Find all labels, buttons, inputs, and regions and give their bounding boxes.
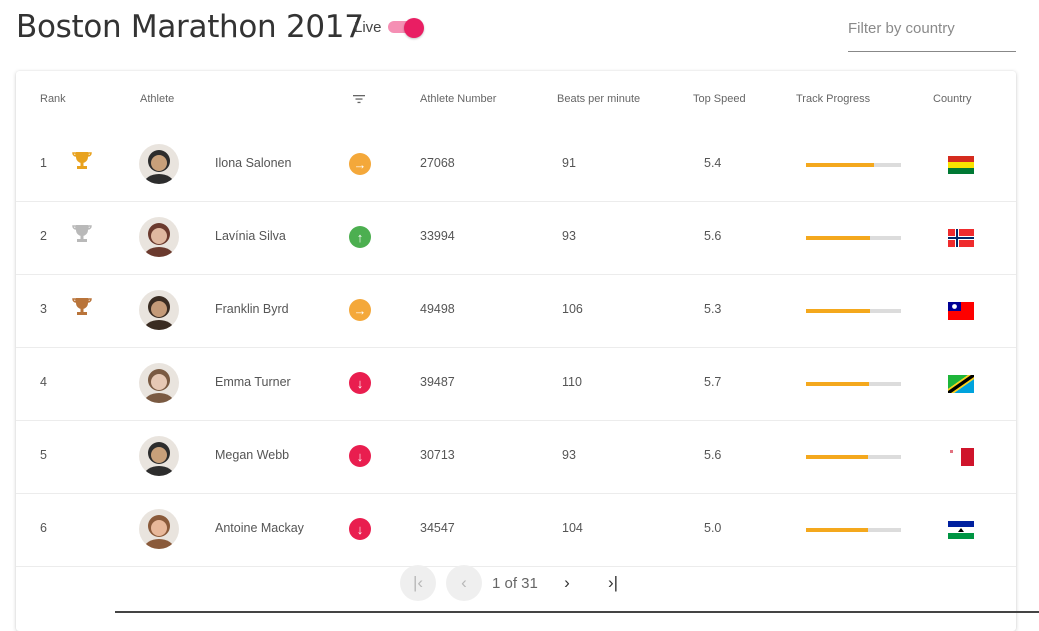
country-flag [948,229,974,247]
track-progress-bar [806,236,901,240]
arrow-down-icon: ↓ [349,445,371,467]
track-progress-bar [806,528,901,532]
bpm-value: 93 [562,229,576,243]
country-flag [948,375,974,393]
top-speed-value: 5.6 [704,229,722,243]
table-row[interactable]: 4 Emma Turner ↓ 39487 110 5.7 [16,347,1016,421]
last-page-button[interactable]: ›| [595,565,631,601]
page-info: 1 of 31 [492,575,538,592]
athlete-name: Emma Turner [215,375,291,389]
prev-page-button[interactable]: ‹ [446,565,482,601]
athlete-name: Franklin Byrd [215,302,289,316]
country-flag [948,448,974,466]
first-page-icon: |‹ [412,573,424,592]
track-progress-bar [806,382,901,386]
col-header-top-speed[interactable]: Top Speed [693,93,746,105]
athlete-name: Lavínia Silva [215,229,286,243]
gold-trophy-icon [72,150,92,172]
athlete-name: Megan Webb [215,448,290,462]
athlete-number: 39487 [420,375,455,389]
table-row[interactable]: 1 Ilona Salonen → 27068 91 5.4 [16,128,1016,202]
athlete-name: Ilona Salonen [215,156,292,170]
athlete-number: 34547 [420,521,455,535]
athlete-name: Antoine Mackay [215,521,304,535]
rank-value: 4 [40,375,47,389]
avatar [139,217,179,257]
athlete-number: 27068 [420,156,455,170]
arrow-right-icon: → [349,153,371,175]
country-filter [848,8,1016,52]
arrow-down-icon: ↓ [349,372,371,394]
bpm-value: 110 [562,375,582,389]
top-speed-value: 5.0 [704,521,722,535]
col-header-track-progress[interactable]: Track Progress [796,93,871,105]
top-speed-value: 5.7 [704,375,722,389]
athlete-number: 30713 [420,448,455,462]
avatar [139,144,179,184]
col-header-athlete[interactable]: Athlete [140,93,175,105]
track-progress-bar [806,455,901,459]
table-row[interactable]: 2 Lavínia Silva ↑ 33994 93 5.6 [16,201,1016,275]
last-page-icon: ›| [607,573,619,592]
bronze-trophy-icon [72,296,92,318]
silver-trophy-icon [72,223,92,245]
top-speed-value: 5.3 [704,302,722,316]
avatar [139,363,179,403]
table-row[interactable]: 3 Franklin Byrd → 49498 106 5.3 [16,274,1016,348]
track-progress-bar [806,309,901,313]
country-flag [948,156,974,174]
country-flag [948,302,974,320]
athlete-number: 49498 [420,302,455,316]
rank-value: 6 [40,521,47,535]
avatar [139,436,179,476]
top-speed-value: 5.4 [704,156,722,170]
arrow-right-icon: → [349,299,371,321]
arrow-up-icon: ↑ [349,226,371,248]
live-label: Live [354,19,382,36]
chevron-right-icon: › [564,573,570,592]
col-header-athlete-number[interactable]: Athlete Number [420,93,497,105]
top-speed-value: 5.6 [704,448,722,462]
rank-value: 5 [40,448,47,462]
chevron-left-icon: ‹ [461,573,467,592]
bpm-value: 104 [562,521,583,535]
bpm-value: 93 [562,448,576,462]
next-page-button[interactable]: › [549,565,585,601]
live-toggle[interactable] [388,18,424,38]
bottom-divider [115,611,1039,613]
bpm-value: 91 [562,156,576,170]
country-filter-input[interactable] [848,8,1016,48]
filter-list-icon[interactable] [353,94,365,107]
track-progress-bar [806,163,901,167]
country-flag [948,521,974,539]
table-row[interactable]: 6 Antoine Mackay ↓ 34547 104 5.0 [16,493,1016,567]
table-row[interactable]: 5 Megan Webb ↓ 30713 93 5.6 [16,420,1016,494]
col-header-rank[interactable]: Rank [40,93,66,105]
bpm-value: 106 [562,302,583,316]
toggle-thumb [404,18,424,38]
arrow-down-icon: ↓ [349,518,371,540]
rank-value: 3 [40,302,47,316]
avatar [139,290,179,330]
col-header-country[interactable]: Country [933,93,972,105]
avatar [139,509,179,549]
rank-value: 2 [40,229,47,243]
page-title: Boston Marathon 2017 [16,9,364,45]
rank-value: 1 [40,156,47,170]
col-header-bpm[interactable]: Beats per minute [557,93,641,105]
first-page-button[interactable]: |‹ [400,565,436,601]
athlete-number: 33994 [420,229,455,243]
